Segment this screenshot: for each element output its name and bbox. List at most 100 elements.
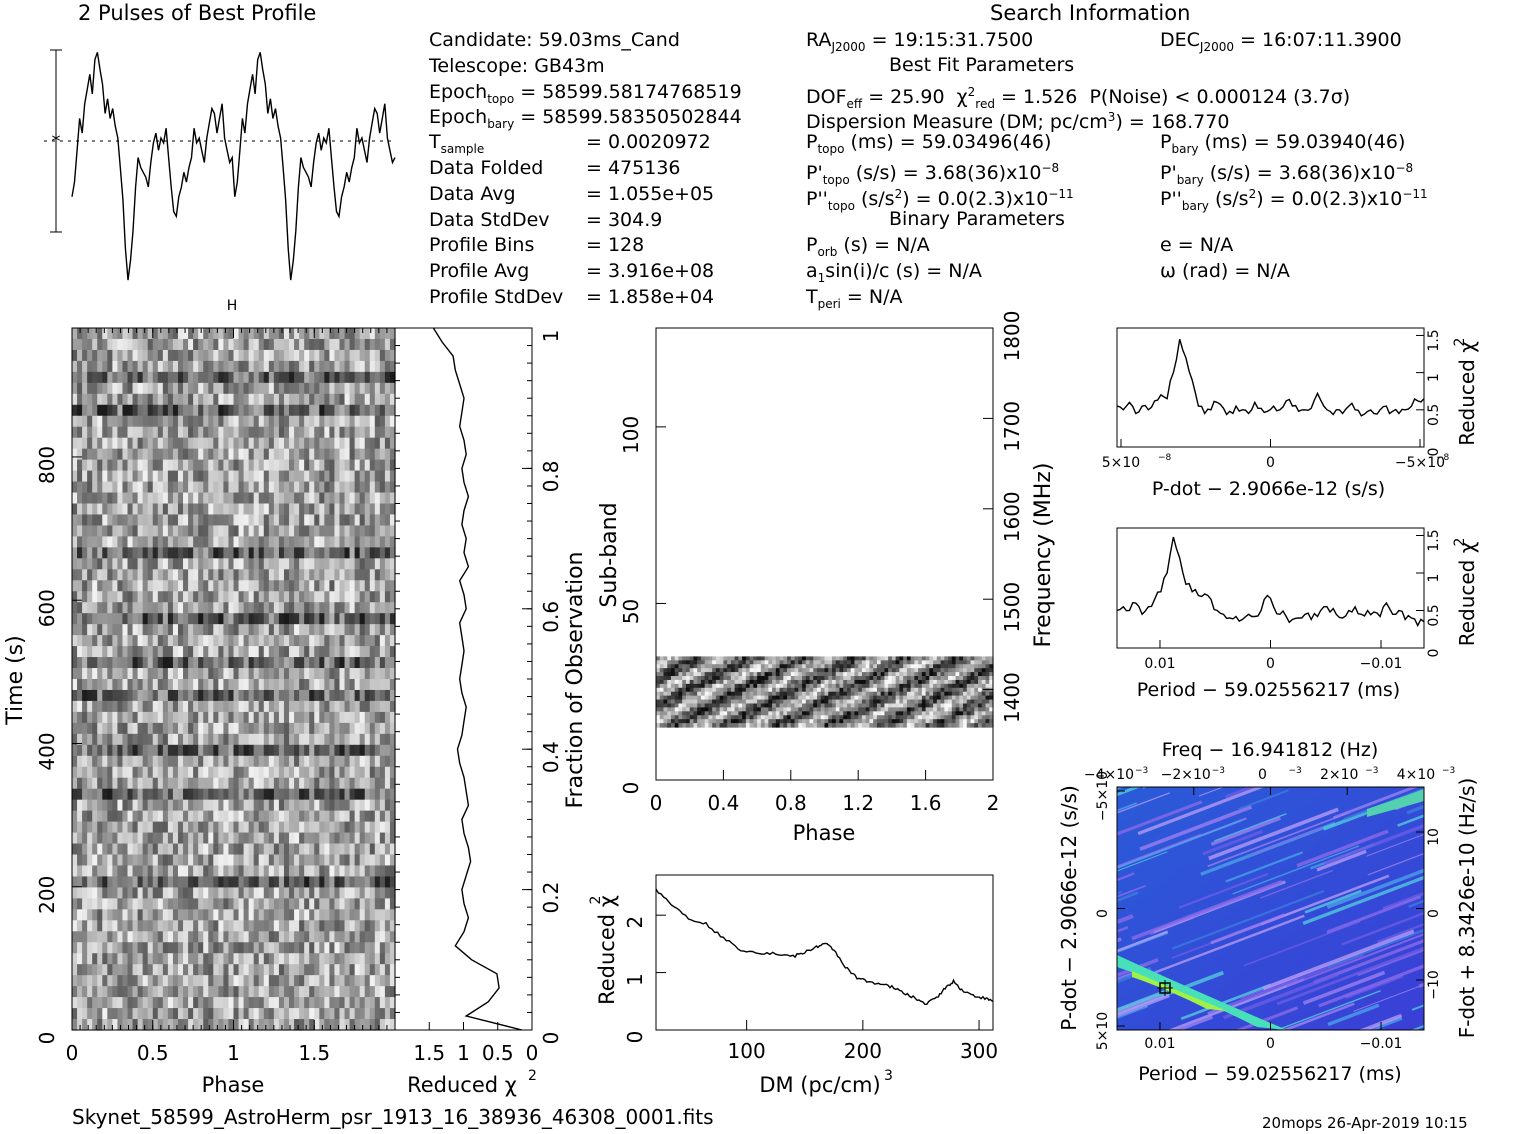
heat-cell (107, 668, 113, 680)
heat-cell (309, 734, 315, 746)
heat-cell (97, 887, 103, 899)
heat-cell (188, 865, 194, 877)
heat-cell (153, 405, 159, 417)
heat-cell (319, 822, 325, 834)
heat-cell (380, 449, 386, 461)
heat-cell (87, 482, 93, 494)
heat-cell (365, 514, 371, 526)
heat-cell (168, 767, 174, 779)
heat-cell (279, 493, 285, 505)
heat-cell (279, 756, 285, 768)
heat-cell (77, 602, 83, 614)
heat-cell (239, 789, 245, 801)
heat-cell (223, 339, 229, 351)
heat-cell (92, 964, 98, 976)
heat-cell (158, 514, 164, 526)
heat-cell (203, 931, 209, 943)
heat-cell (952, 676, 956, 681)
heat-cell (959, 660, 963, 665)
heat-cell (259, 536, 265, 548)
heat-cell (148, 547, 154, 559)
heat-cell (183, 909, 189, 921)
heat-cell (324, 668, 330, 680)
heat-cell (223, 986, 229, 998)
heat-cell (107, 438, 113, 450)
heat-cell (102, 1008, 108, 1020)
heat-cell (259, 339, 265, 351)
heat-cell (731, 660, 735, 665)
heat-cell (697, 664, 701, 669)
heat-cell (128, 723, 134, 735)
heat-cell (153, 657, 159, 669)
heat-cell (218, 723, 224, 735)
heat-cell (112, 602, 118, 614)
heat-cell (345, 438, 351, 450)
heat-cell (309, 701, 315, 713)
heat-cell (787, 668, 791, 673)
heat-cell (974, 676, 978, 681)
heat-cell (259, 1019, 265, 1031)
heat-cell (385, 482, 391, 494)
heat-cell (203, 427, 209, 439)
heat-cell (279, 602, 285, 614)
heat-cell (314, 569, 320, 581)
heat-cell (97, 986, 103, 998)
heat-cell (158, 493, 164, 505)
heat-cell (723, 676, 727, 681)
heat-cell (228, 591, 234, 603)
heat-cell (380, 855, 386, 867)
heat-cell (178, 339, 184, 351)
heat-cell (877, 676, 881, 681)
heat-cell (761, 660, 765, 665)
heat-cell (178, 822, 184, 834)
heat-cell (365, 1019, 371, 1031)
heat-cell (128, 536, 134, 548)
heat-cell (107, 449, 113, 461)
heat-cell (107, 580, 113, 592)
heat-cell (825, 672, 829, 677)
heat-cell (254, 997, 260, 1009)
heat-cell (294, 493, 300, 505)
heat-cell (776, 668, 780, 673)
heat-cell (208, 438, 214, 450)
heat-cell (168, 745, 174, 757)
heat-cell (254, 547, 260, 559)
heat-cell (365, 383, 371, 395)
heat-cell (319, 449, 325, 461)
heat-cell (178, 745, 184, 757)
heat-cell (158, 855, 164, 867)
heat-cell (133, 416, 139, 428)
heat-cell (128, 471, 134, 483)
heat-cell (903, 680, 907, 685)
heat-cell (350, 986, 356, 998)
heat-cell (862, 656, 866, 661)
heat-cell (228, 668, 234, 680)
heat-cell (72, 569, 78, 581)
heat-cell (329, 690, 335, 702)
heat-cell (380, 1008, 386, 1020)
heat-cell (963, 656, 967, 661)
heat-cell (370, 701, 376, 713)
heat-cell (193, 712, 199, 724)
heat-cell (102, 482, 108, 494)
heat-cell (274, 328, 280, 340)
heat-cell (345, 811, 351, 823)
heat-cell (183, 811, 189, 823)
heat-cell (168, 723, 174, 735)
heat-cell (188, 953, 194, 965)
heat-cell (128, 339, 134, 351)
heat-cell (813, 660, 817, 665)
heat-cell (198, 789, 204, 801)
heat-cell (254, 679, 260, 691)
heat-cell (143, 887, 149, 899)
heat-cell (892, 660, 896, 665)
heat-cell (208, 844, 214, 856)
heat-cell (173, 536, 179, 548)
heat-cell (163, 361, 169, 373)
heat-cell (239, 569, 245, 581)
heat-cell (138, 865, 144, 877)
heat-cell (87, 350, 93, 362)
heat-cell (279, 822, 285, 834)
heat-cell (324, 723, 330, 735)
heat-cell (274, 514, 280, 526)
